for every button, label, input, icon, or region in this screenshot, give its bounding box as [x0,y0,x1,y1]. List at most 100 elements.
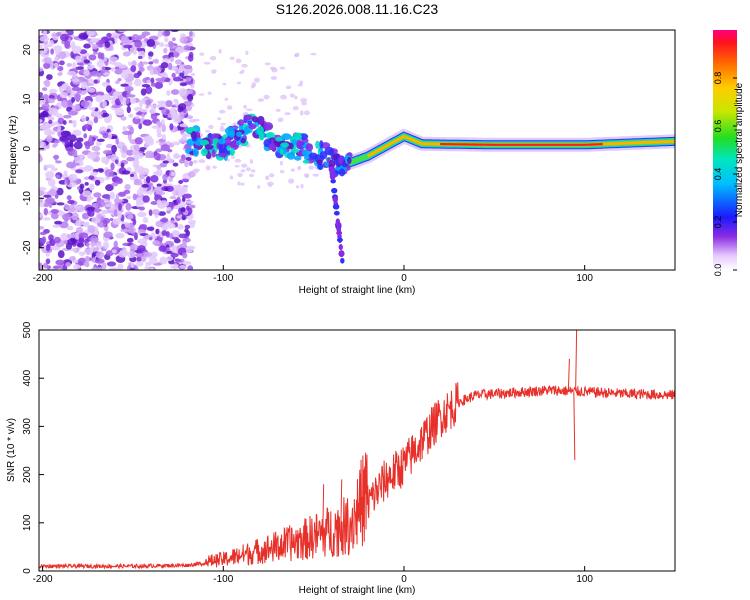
spectrogram-noise-blob [64,40,70,49]
spectrogram-noise-blob [95,94,104,103]
spectrogram-noise-blob [57,125,62,132]
spectrogram-noise-blob [150,201,158,206]
spectrogram-noise-blob [71,75,79,79]
bottom-x-axis-label: Height of straight line (km) [299,585,416,596]
ridge-blob [190,131,197,139]
spectrogram-noise-blob [179,140,189,144]
spectrogram-noise-blob [87,210,95,217]
spectrogram-noise-blob [164,187,169,192]
ridge-blob [341,162,348,168]
spectrogram-noise-blob [60,33,69,42]
spectrogram-noise-blob [43,62,51,69]
spectrogram-noise-blob [74,104,80,110]
spectrogram-noise-blob [172,115,182,124]
spectrogram-noise-blob [171,112,177,117]
spectrogram-noise-blob [175,46,185,54]
spectrogram-noise-blob [102,209,109,214]
spectrogram-noise-blob [138,123,143,130]
spectrogram-noise-blob [73,205,82,209]
spectrogram-noise-blob [98,168,104,173]
top-y-tick-label: 0 [22,146,33,152]
spectrogram-noise-blob [95,141,102,146]
spectrogram-noise-blob [132,218,137,226]
spectrogram-noise-blob [44,164,55,169]
spectrogram-noise-blob [182,252,188,259]
ridge-tail-blob [338,250,345,258]
spectrogram-noise-blob [85,255,90,263]
spectrogram-noise-blob [130,65,137,72]
spectrogram-noise-blob [63,114,72,119]
spectrogram-noise-blob [237,172,243,178]
top-x-tick-label: 0 [401,273,407,284]
snr-spike [358,469,361,518]
spectrogram-noise-blob [103,72,110,76]
spectrogram-noise-blob [117,251,128,258]
spectrogram-noise-blob [124,184,131,191]
ridge-blob [319,146,324,153]
spectrogram-noise-blob [60,232,69,241]
ridge-blob [217,152,228,158]
spectrogram-noise-blob [72,149,78,158]
spectrogram-noise-blob [61,100,68,109]
spectrogram-noise-blob [135,47,146,52]
spectrogram-noise-blob [166,206,172,211]
spectrogram-noise-blob [104,169,114,178]
spectrogram-noise-blob [121,223,126,230]
spectrogram-noise-blob [229,175,234,180]
spectrogram-noise-blob [55,174,61,179]
spectrogram-noise-blob [66,70,77,76]
spectrogram-noise-blob [218,49,222,54]
spectrogram-noise-blob [39,113,48,118]
spectrogram-noise-blob [128,61,132,66]
spectrogram-noise-blob [105,184,114,192]
spectrogram-noise-blob [209,56,217,61]
spectrogram-noise-blob [66,161,76,169]
spectrogram-noise-blob [101,81,110,87]
spectrogram-noise-blob [164,37,169,43]
spectrogram-noise-blob [65,86,72,94]
top-y-axis: -20 -10 0 10 20 [22,44,44,255]
spectrogram-noise-blob [117,77,122,82]
spectrogram-noise-blob [187,54,194,62]
spectrogram-noise-blob [189,204,196,209]
spectrogram-noise-blob [275,108,281,112]
spectrogram-noise-blob [39,213,43,218]
spectrogram-noise-blob [165,109,170,115]
spectrogram-noise-blob [85,166,94,171]
spectrogram-noise-blob [207,91,212,95]
spectrogram-noise-blob [142,119,153,126]
ridge-blob [305,143,314,152]
spectrogram-noise-blob [89,38,99,44]
spectrogram-noise-blob [133,182,144,186]
spectrogram-noise-blob [144,140,154,146]
spectrogram-noise-blob [76,242,85,248]
spectrogram-noise-blob [123,189,131,195]
spectrogram-noise-blob [80,115,87,122]
spectrogram-noise-blob [112,218,122,225]
spectrogram-noise-blob [153,67,157,75]
spectrogram-noise-blob [134,39,143,48]
figure-title: S126.2026.008.11.16.C23 [276,1,439,17]
spectrogram-noise-blob [109,267,120,270]
spectrogram-noise-blob [156,127,162,135]
spectrogram-noise-blob [96,138,105,142]
spectrogram-noise-blob [67,99,73,108]
spectrogram-noise-blob [179,82,188,87]
spectrogram-noise-blob [184,160,189,168]
spectrogram-noise-blob [41,103,50,110]
spectrogram-noise-blob [208,124,214,130]
spectrogram-noise-blob [161,230,168,237]
spectrogram-noise-blob [183,64,193,70]
spectrogram-noise-blob [77,178,82,183]
spectrogram-noise-blob [277,117,284,123]
spectrogram-noise-blob [91,267,98,270]
spectrogram-noise-blob [63,170,68,177]
spectrogram-noise-blob [173,98,179,103]
spectrogram-noise-blob [103,231,113,239]
spectrogram-noise-blob [145,105,150,109]
spectrogram-noise-blob [300,97,308,103]
snr-panel: -200 -100 0 100 0 100 200 300 400 500 Height of … [6,321,676,596]
spectrogram-noise-blob [121,170,131,175]
spectrogram-noise-blob [39,153,42,162]
spectrogram-noise-blob [179,265,187,269]
